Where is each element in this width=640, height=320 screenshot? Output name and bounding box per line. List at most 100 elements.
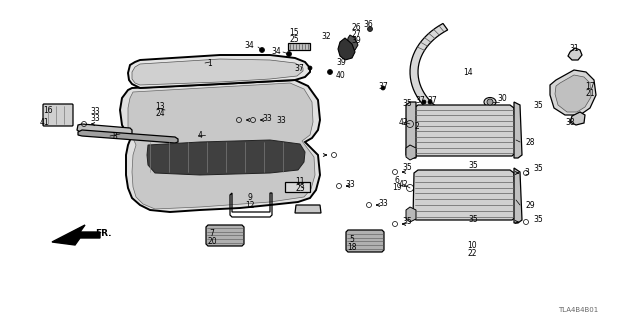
Text: 26: 26 (351, 22, 361, 31)
Polygon shape (413, 105, 516, 156)
Text: 3: 3 (525, 167, 529, 177)
Text: 14: 14 (463, 68, 473, 76)
FancyBboxPatch shape (43, 104, 73, 126)
Text: 27: 27 (351, 29, 361, 38)
Circle shape (328, 69, 333, 75)
Text: 29: 29 (525, 201, 535, 210)
Circle shape (381, 86, 385, 90)
Text: 35: 35 (468, 161, 478, 170)
Polygon shape (120, 80, 320, 212)
Text: 41: 41 (39, 117, 49, 126)
Text: 19: 19 (392, 182, 402, 191)
Text: 37: 37 (427, 95, 437, 105)
Text: 9: 9 (248, 194, 252, 203)
Text: 20: 20 (207, 236, 217, 245)
Text: 4: 4 (198, 131, 202, 140)
Text: 23: 23 (295, 183, 305, 193)
Text: 42: 42 (398, 180, 408, 188)
Text: 35: 35 (402, 217, 412, 226)
Text: 35: 35 (402, 163, 412, 172)
Polygon shape (410, 23, 447, 121)
Text: 37: 37 (415, 95, 425, 105)
Text: 37: 37 (294, 63, 304, 73)
Polygon shape (346, 230, 384, 252)
Text: 11: 11 (295, 177, 305, 186)
Text: 22: 22 (467, 249, 477, 258)
Circle shape (259, 47, 264, 52)
Text: 8: 8 (113, 132, 117, 140)
Text: 13: 13 (155, 101, 165, 110)
Polygon shape (514, 102, 522, 158)
Text: 32: 32 (321, 31, 331, 41)
Text: 1: 1 (207, 59, 212, 68)
Text: 21: 21 (585, 89, 595, 98)
Text: 28: 28 (525, 138, 535, 147)
Text: 33: 33 (90, 107, 100, 116)
Polygon shape (568, 48, 582, 60)
Polygon shape (406, 145, 416, 160)
Circle shape (367, 27, 372, 31)
Text: 17: 17 (585, 82, 595, 91)
Polygon shape (128, 55, 310, 88)
Polygon shape (550, 70, 596, 115)
Text: 36: 36 (363, 20, 373, 28)
Text: 10: 10 (467, 242, 477, 251)
Text: 5: 5 (349, 236, 355, 244)
Polygon shape (78, 130, 178, 143)
Text: FR.: FR. (95, 229, 111, 238)
Text: 18: 18 (348, 243, 356, 252)
Polygon shape (77, 124, 132, 136)
Polygon shape (132, 59, 303, 85)
Polygon shape (52, 225, 100, 245)
Text: 35: 35 (533, 164, 543, 172)
Text: 34: 34 (244, 41, 254, 50)
Polygon shape (147, 140, 305, 175)
Text: 25: 25 (289, 35, 299, 44)
Text: 39: 39 (351, 36, 361, 44)
Text: 35: 35 (468, 215, 478, 225)
Polygon shape (347, 35, 358, 50)
Polygon shape (514, 168, 522, 223)
Text: 37: 37 (378, 82, 388, 91)
Text: 33: 33 (276, 116, 286, 124)
Circle shape (487, 99, 493, 105)
Polygon shape (285, 182, 310, 192)
Polygon shape (295, 205, 321, 213)
Circle shape (428, 100, 432, 104)
Text: 40: 40 (335, 70, 345, 79)
Text: 35: 35 (533, 100, 543, 109)
Polygon shape (570, 112, 585, 125)
Text: 31: 31 (569, 44, 579, 52)
Polygon shape (406, 207, 416, 222)
Polygon shape (413, 170, 516, 220)
Text: 35: 35 (402, 99, 412, 108)
Text: 24: 24 (155, 108, 165, 117)
Text: 12: 12 (245, 201, 255, 210)
Ellipse shape (484, 98, 496, 107)
Text: 33: 33 (90, 114, 100, 123)
Circle shape (287, 52, 291, 57)
Text: 42: 42 (398, 117, 408, 126)
Text: 6: 6 (395, 175, 399, 185)
Text: 16: 16 (43, 106, 53, 115)
Text: 39: 39 (336, 58, 346, 67)
Text: 38: 38 (565, 117, 575, 126)
Text: 35: 35 (533, 215, 543, 225)
Text: 33: 33 (378, 199, 388, 209)
Text: 2: 2 (415, 122, 419, 131)
Text: TLA4B4B01: TLA4B4B01 (558, 307, 598, 313)
Polygon shape (128, 83, 315, 209)
Text: 33: 33 (345, 180, 355, 188)
Text: 7: 7 (209, 229, 214, 238)
Text: 33: 33 (262, 114, 272, 123)
Circle shape (308, 66, 312, 70)
Text: 34: 34 (271, 46, 281, 55)
Polygon shape (288, 43, 310, 50)
Polygon shape (338, 38, 355, 60)
Text: 30: 30 (497, 93, 507, 102)
Polygon shape (206, 225, 244, 246)
Polygon shape (406, 102, 416, 158)
Circle shape (422, 100, 426, 104)
Text: 15: 15 (289, 28, 299, 36)
Polygon shape (555, 75, 591, 112)
